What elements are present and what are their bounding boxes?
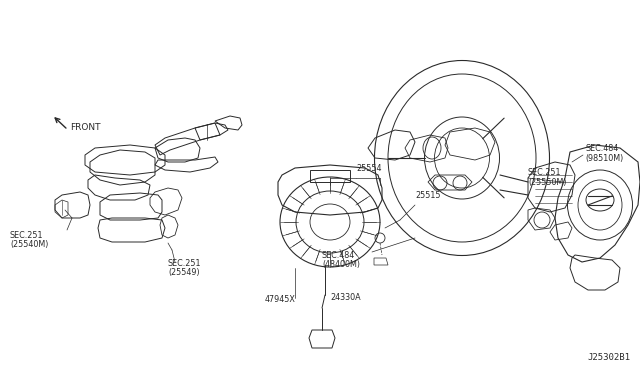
Text: FRONT: FRONT	[70, 122, 100, 131]
Text: (25540M): (25540M)	[10, 241, 49, 250]
Text: (48400M): (48400M)	[322, 260, 360, 269]
Text: (25550M): (25550M)	[528, 177, 566, 186]
Text: SEC.251: SEC.251	[168, 259, 202, 267]
Text: SEC.251: SEC.251	[528, 167, 561, 176]
Text: J25302B1: J25302B1	[587, 353, 630, 362]
Text: 25554: 25554	[356, 164, 381, 173]
Text: 24330A: 24330A	[330, 294, 360, 302]
Text: SEC.484: SEC.484	[322, 250, 355, 260]
Text: (98510M): (98510M)	[585, 154, 623, 163]
Text: SEC.251: SEC.251	[10, 231, 44, 240]
Text: SEC.484: SEC.484	[585, 144, 618, 153]
Text: 25515: 25515	[415, 190, 440, 199]
Text: 47945X: 47945X	[265, 295, 296, 305]
Text: (25549): (25549)	[168, 269, 200, 278]
